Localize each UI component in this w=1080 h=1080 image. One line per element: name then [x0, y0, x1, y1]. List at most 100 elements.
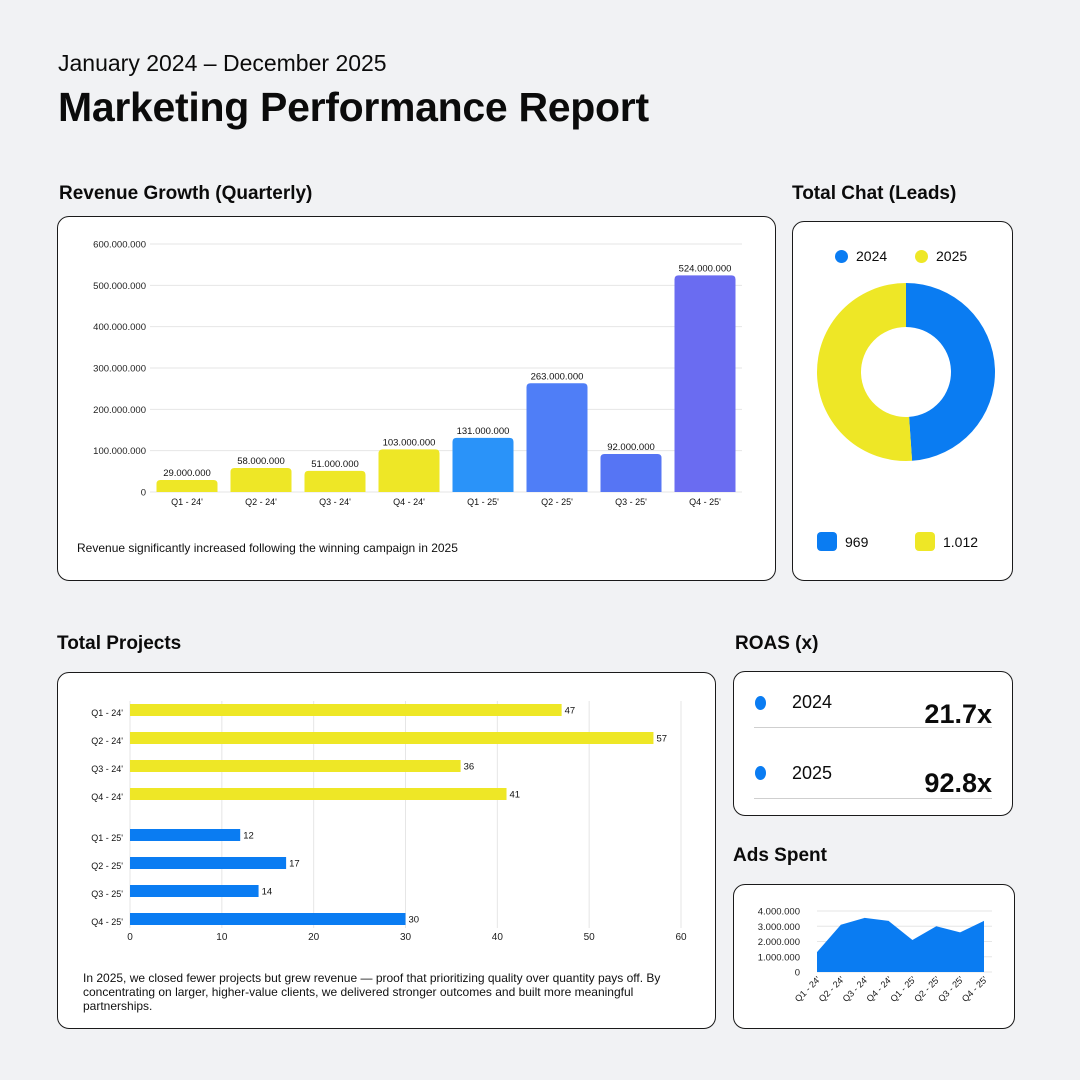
revenue-bar-label: 131.000.000	[457, 426, 510, 437]
revenue-xtick-label: Q3 - 25'	[615, 497, 647, 507]
revenue-bar	[230, 468, 292, 492]
projects-bar-label: 41	[510, 790, 521, 801]
projects-bar-label: 17	[289, 859, 300, 870]
projects-bar-label: 14	[262, 887, 273, 898]
revenue-bar-label: 103.000.000	[383, 437, 436, 448]
projects-ytick-label: Q4 - 25'	[91, 917, 123, 927]
ads-ytick-label: 2.000.000	[758, 937, 800, 948]
roas-card: 2024 21.7x 2025 92.8x	[733, 671, 1013, 816]
projects-bar	[130, 788, 507, 800]
total-swatch-2024	[817, 532, 837, 551]
projects-xtick-label: 20	[308, 932, 320, 943]
revenue-bar	[304, 470, 366, 492]
leads-legend-2024: 2024	[835, 248, 887, 264]
projects-xtick-label: 60	[675, 932, 687, 943]
projects-ytick-label: Q3 - 25'	[91, 889, 123, 899]
projects-card: 0 10 20 30 40 50 60 47 Q1 - 24' 57 Q2 - 24' 36 Q3 - …	[57, 672, 716, 1029]
projects-xtick-label: 30	[400, 932, 412, 943]
legend-dot-2025	[915, 249, 928, 263]
projects-xtick-label: 10	[216, 932, 228, 943]
revenue-ytick-label: 200.000.000	[93, 405, 146, 416]
revenue-bar-label: 524.000.000	[679, 263, 732, 274]
projects-bar	[130, 732, 654, 744]
revenue-ytick-label: 300.000.000	[93, 364, 146, 375]
revenue-card: 0 100.000.000 200.000.000 300.000.000 400.00…	[57, 216, 776, 581]
projects-bar-label: 47	[565, 706, 576, 717]
leads-donut-chart	[817, 283, 996, 461]
revenue-ytick-label: 500.000.000	[93, 281, 146, 292]
roas-year-2024: 2024	[792, 692, 833, 712]
projects-bar-chart: 0 10 20 30 40 50 60 47 Q1 - 24' 57 Q2 - 24' 36 Q3 - …	[91, 701, 687, 943]
revenue-ytick-label: 400.000.000	[93, 322, 146, 333]
projects-ytick-label: Q3 - 24'	[91, 764, 123, 774]
leads-donut-slice-2024	[906, 283, 996, 461]
revenue-bar	[526, 383, 588, 492]
revenue-bar-label: 92.000.000	[607, 442, 655, 453]
projects-section-title: Total Projects	[57, 633, 182, 654]
projects-bar-label: 30	[409, 915, 420, 926]
leads-card: 2024 2025 969 1.012	[792, 221, 1013, 581]
legend-dot-2024	[835, 249, 848, 263]
revenue-bar-label: 263.000.000	[531, 371, 584, 382]
revenue-ytick-label: 0	[141, 488, 146, 499]
total-value-2025: 1.012	[943, 533, 979, 550]
revenue-xtick-label: Q4 - 24'	[393, 497, 425, 507]
total-swatch-2025	[915, 532, 935, 551]
revenue-ytick-label: 600.000.000	[93, 240, 146, 251]
ads-ytick-label: 0	[795, 968, 800, 979]
ads-ytick-label: 1.000.000	[758, 952, 800, 963]
ads-section-title: Ads Spent	[733, 845, 827, 866]
revenue-bar	[674, 275, 736, 492]
ads-xtick-label: Q4 - 25'	[960, 974, 990, 1004]
revenue-ytick-label: 100.000.000	[93, 446, 146, 457]
leads-total-2024: 969	[817, 532, 868, 551]
roas-year-2025: 2025	[792, 763, 833, 783]
projects-bar-label: 57	[656, 734, 667, 745]
projects-ytick-label: Q2 - 25'	[91, 861, 123, 871]
leads-section-title: Total Chat (Leads)	[792, 183, 957, 204]
ads-card: 0 1.000.000 2.000.000 3.000.000 4.000.000 Q1 …	[733, 884, 1015, 1029]
roas-value-2024: 21.7x	[924, 699, 992, 729]
report-title: Marketing Performance Report	[58, 84, 649, 130]
roas-divider-2024	[754, 727, 992, 728]
legend-label-2024: 2024	[856, 248, 888, 264]
projects-bar	[130, 760, 461, 772]
revenue-xtick-label: Q3 - 24'	[319, 497, 351, 507]
revenue-note: Revenue significantly increased followin…	[77, 541, 458, 555]
revenue-bar	[156, 480, 218, 492]
projects-bar	[130, 885, 259, 897]
projects-bar-label: 12	[243, 831, 254, 842]
revenue-xtick-label: Q4 - 25'	[689, 497, 721, 507]
projects-bar	[130, 704, 562, 716]
total-value-2024: 969	[845, 533, 869, 550]
leads-donut-slice-2025	[817, 283, 913, 461]
revenue-xtick-label: Q1 - 24'	[171, 497, 203, 507]
projects-bar-label: 36	[464, 762, 475, 773]
roas-value-2025: 92.8x	[924, 768, 992, 798]
leads-total-2025: 1.012	[915, 532, 978, 551]
projects-ytick-label: Q2 - 24'	[91, 736, 123, 746]
report-subtitle: January 2024 – December 2025	[58, 50, 387, 76]
revenue-bar-chart: 0 100.000.000 200.000.000 300.000.000 400.00…	[93, 240, 742, 507]
projects-bar	[130, 913, 406, 925]
revenue-section-title: Revenue Growth (Quarterly)	[59, 183, 313, 204]
projects-xtick-label: 0	[127, 932, 133, 943]
legend-label-2025: 2025	[936, 248, 968, 264]
ads-ytick-label: 3.000.000	[758, 922, 800, 933]
revenue-bar-label: 58.000.000	[237, 456, 285, 467]
revenue-bar	[600, 453, 662, 492]
roas-divider-2025	[754, 798, 992, 799]
ads-area	[817, 917, 984, 972]
revenue-bar	[378, 449, 440, 492]
revenue-xtick-label: Q1 - 25'	[467, 497, 499, 507]
revenue-xtick-label: Q2 - 24'	[245, 497, 277, 507]
leads-legend-2025: 2025	[915, 248, 967, 264]
revenue-xtick-label: Q2 - 25'	[541, 497, 573, 507]
roas-dot-2025	[755, 766, 766, 780]
projects-note: In 2025, we closed fewer projects but gr…	[83, 971, 661, 1013]
projects-xtick-label: 50	[584, 932, 596, 943]
projects-ytick-label: Q4 - 24'	[91, 792, 123, 802]
projects-ytick-label: Q1 - 24'	[91, 708, 123, 718]
projects-bar	[130, 829, 241, 841]
roas-dot-2024	[755, 696, 766, 710]
